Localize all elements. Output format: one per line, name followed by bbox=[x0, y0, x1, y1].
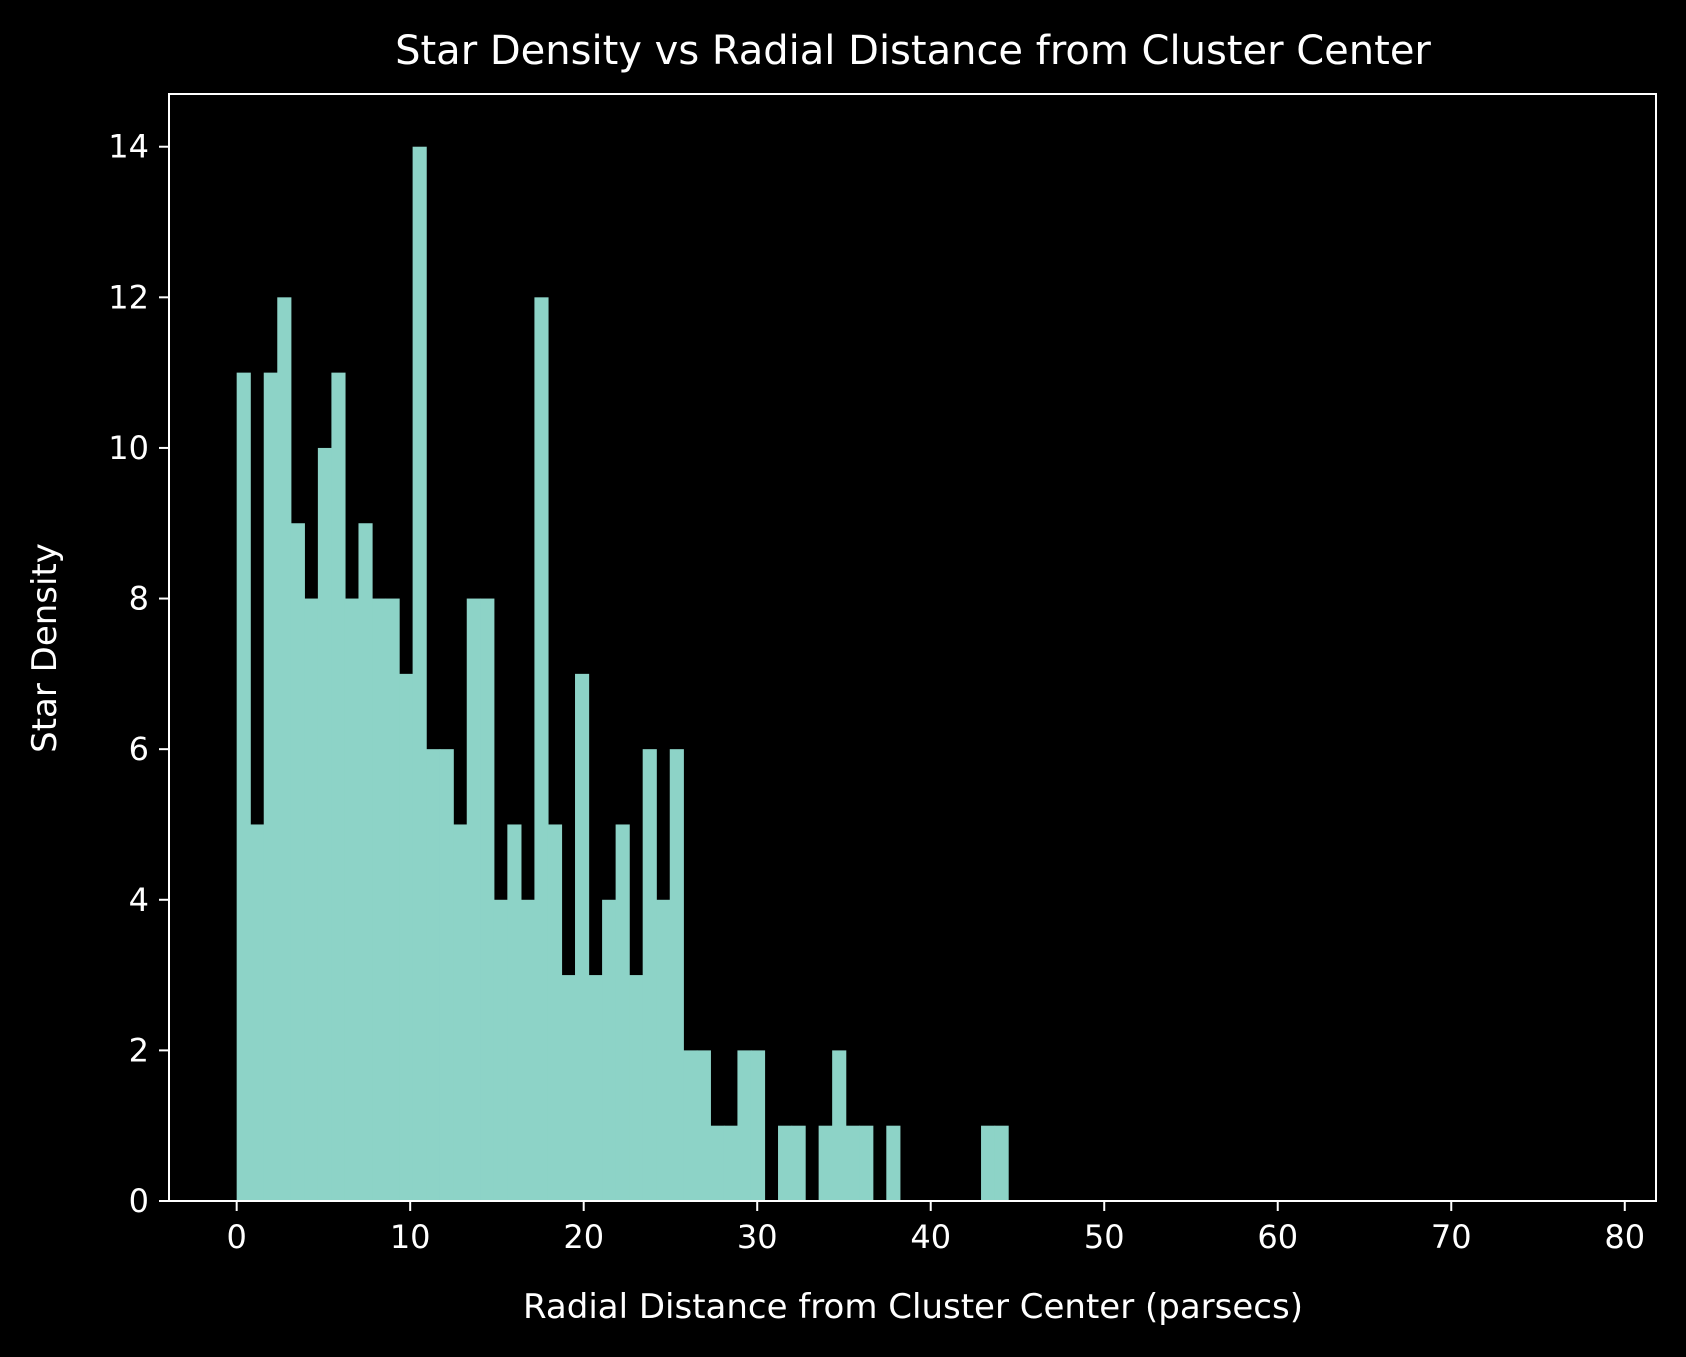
histogram-bar bbox=[981, 1125, 996, 1201]
histogram-bar bbox=[750, 1050, 766, 1201]
histogram-bar bbox=[358, 523, 373, 1201]
histogram-bar bbox=[317, 447, 332, 1201]
histogram-bar bbox=[710, 1125, 725, 1201]
x-axis-label: Radial Distance from Cluster Center (par… bbox=[523, 1287, 1303, 1327]
y-tick-label: 12 bbox=[108, 278, 149, 316]
x-tick-label: 40 bbox=[910, 1218, 951, 1256]
x-tick-label: 60 bbox=[1257, 1218, 1298, 1256]
y-tick-label: 14 bbox=[108, 128, 149, 166]
histogram-bar bbox=[263, 372, 278, 1201]
x-axis: 0 10 20 30 40 50 60 70 80 bbox=[226, 1201, 1645, 1256]
histogram-bar bbox=[818, 1125, 833, 1201]
histogram-bar bbox=[277, 297, 292, 1202]
histogram-bar bbox=[575, 673, 590, 1201]
histogram-bar bbox=[778, 1125, 793, 1201]
histogram-bar bbox=[331, 372, 346, 1201]
y-tick-label: 6 bbox=[129, 730, 149, 768]
histogram-bar bbox=[453, 824, 468, 1201]
x-tick-label: 80 bbox=[1604, 1218, 1645, 1256]
y-tick-label: 10 bbox=[108, 429, 149, 467]
y-tick-label: 8 bbox=[129, 580, 149, 618]
x-tick-label: 20 bbox=[563, 1218, 604, 1256]
histogram-bar bbox=[602, 899, 617, 1201]
y-tick-label: 2 bbox=[129, 1031, 149, 1069]
histogram-bar bbox=[615, 824, 630, 1201]
histogram-bar bbox=[629, 975, 644, 1201]
y-tick-label: 4 bbox=[129, 881, 149, 919]
histogram-bar bbox=[426, 749, 441, 1201]
histogram-bar bbox=[791, 1125, 806, 1201]
y-tick-label: 0 bbox=[129, 1182, 149, 1220]
histogram-bar bbox=[737, 1050, 752, 1201]
x-tick-label: 30 bbox=[737, 1218, 778, 1256]
histogram-bar bbox=[696, 1050, 711, 1201]
histogram-bar bbox=[642, 749, 657, 1201]
histogram-bar bbox=[723, 1125, 739, 1201]
histogram-bar bbox=[534, 297, 549, 1202]
histogram-bar bbox=[507, 824, 522, 1201]
histogram-bar bbox=[399, 673, 414, 1201]
histogram-bar bbox=[493, 899, 508, 1201]
histogram-bar bbox=[994, 1125, 1009, 1201]
histogram-bar bbox=[859, 1125, 874, 1201]
x-tick-label: 50 bbox=[1084, 1218, 1125, 1256]
y-axis: 0 2 4 6 8 10 12 14 bbox=[108, 128, 169, 1220]
histogram-bar bbox=[466, 598, 481, 1201]
histogram-bar bbox=[372, 598, 387, 1201]
histogram-bar bbox=[886, 1125, 901, 1201]
histogram-bar bbox=[845, 1125, 860, 1201]
histogram-bar bbox=[561, 975, 576, 1201]
chart-title: Star Density vs Radial Distance from Clu… bbox=[395, 28, 1431, 74]
plot-frame bbox=[168, 93, 1657, 1202]
histogram-bar bbox=[480, 598, 495, 1201]
histogram-bar bbox=[290, 523, 305, 1201]
histogram-bar bbox=[683, 1050, 698, 1201]
histogram-bar bbox=[669, 749, 684, 1201]
x-tick-label: 10 bbox=[390, 1218, 431, 1256]
y-axis-label: Star Density bbox=[25, 543, 65, 753]
histogram-bar bbox=[344, 598, 360, 1201]
histogram-bar bbox=[385, 598, 400, 1201]
x-tick-label: 0 bbox=[226, 1218, 246, 1256]
histogram-bar bbox=[547, 824, 563, 1201]
histogram-bar bbox=[520, 899, 536, 1201]
histogram-bar bbox=[304, 598, 319, 1201]
histogram-bar bbox=[236, 372, 251, 1201]
histogram-bar bbox=[656, 899, 671, 1201]
histogram-bar bbox=[250, 824, 265, 1201]
bars-group bbox=[236, 146, 1009, 1202]
histogram-bar bbox=[412, 146, 427, 1202]
histogram-bar bbox=[832, 1050, 847, 1201]
x-tick-label: 70 bbox=[1431, 1218, 1472, 1256]
histogram-bar bbox=[439, 749, 454, 1201]
histogram-bar bbox=[588, 975, 603, 1201]
